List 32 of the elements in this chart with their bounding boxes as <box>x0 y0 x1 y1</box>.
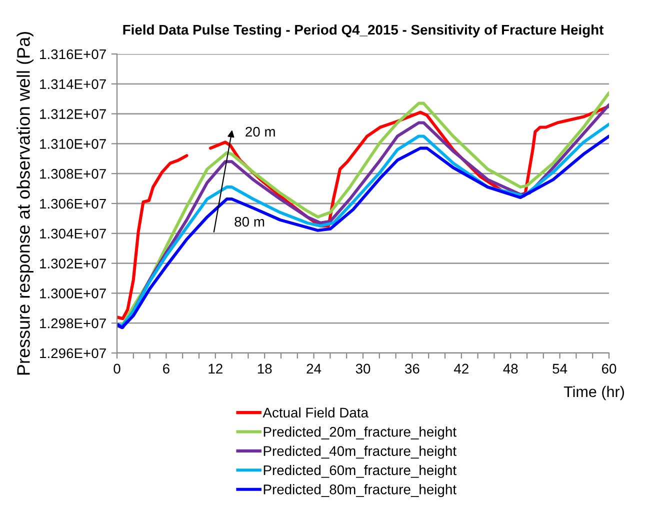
x-tick-label: 42 <box>454 364 468 374</box>
y-tick-label: 1.300E+07 <box>40 288 106 298</box>
y-tick-label: 1.308E+07 <box>40 168 106 179</box>
y-tick-label: 1.316E+07 <box>40 49 106 60</box>
legend-label: Predicted_80m_fracture_height <box>264 484 456 498</box>
x-tick-label: 48 <box>503 364 518 374</box>
y-tick-label: 1.302E+07 <box>40 258 106 268</box>
legend-label: Actual Field Data <box>262 407 368 418</box>
legend-label: Predicted_20m_fracture_height <box>264 426 456 440</box>
y-axis-title: Pressure response at observation well (Pa) <box>16 32 34 375</box>
x-tick-label: 36 <box>405 364 420 374</box>
annotation: 20 m <box>246 126 275 137</box>
x-tick-label: 12 <box>208 364 222 374</box>
legend-label: Predicted_40m_fracture_height <box>264 446 456 459</box>
x-tick-label: 0 <box>114 364 120 374</box>
x-axis-title: Time (hr) <box>564 386 624 400</box>
x-tick-label: 30 <box>356 364 370 374</box>
y-tick-label: 1.310E+07 <box>40 139 106 149</box>
y-tick-label: 1.312E+07 <box>40 109 106 119</box>
annotation: 80 m <box>234 216 264 227</box>
x-tick-label: 6 <box>163 364 170 374</box>
legend-label: Predicted_60m_fracture_height <box>264 464 456 478</box>
x-tick-label: 24 <box>306 364 322 374</box>
x-tick-label: 18 <box>258 364 272 374</box>
y-tick-label: 1.314E+07 <box>40 79 106 90</box>
y-tick-label: 1.296E+07 <box>40 348 106 358</box>
y-tick-label: 1.298E+07 <box>40 318 106 328</box>
chart-title: Field Data Pulse Testing - Period Q4_2015 - Sensitivity of Fracture Height <box>123 24 604 38</box>
y-tick-label: 1.304E+07 <box>40 228 106 239</box>
x-tick-label: 54 <box>552 364 568 374</box>
y-tick-label: 1.306E+07 <box>40 198 106 209</box>
x-tick-label: 60 <box>602 364 616 374</box>
